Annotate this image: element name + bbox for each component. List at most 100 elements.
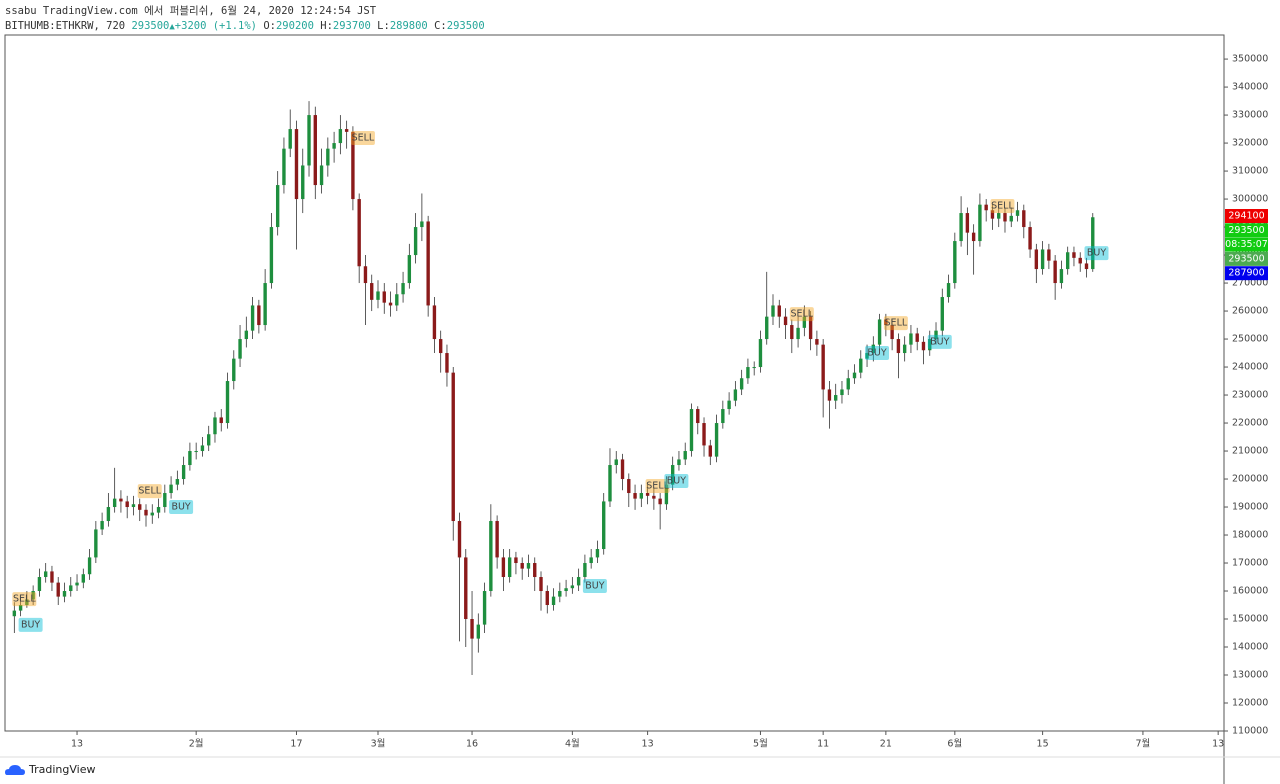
candle-body (232, 358, 236, 382)
candle-body (1015, 210, 1020, 216)
candle-body (1072, 252, 1076, 258)
candle-body (576, 577, 581, 586)
candle-body (815, 339, 819, 345)
y-tick-label: 110000 (1232, 726, 1268, 737)
y-tick-label: 150000 (1232, 614, 1268, 625)
candle-body (545, 591, 549, 606)
signal-badge (18, 617, 43, 632)
candle-body (702, 423, 706, 446)
candle-body (426, 221, 430, 306)
candle-body (438, 339, 443, 354)
candle-body (75, 582, 79, 586)
candle-body (1065, 252, 1070, 270)
candle-body (953, 241, 957, 284)
candle-body (1059, 269, 1064, 284)
candle-body (840, 389, 844, 396)
x-tick-label: 2월 (189, 738, 204, 750)
candle-body (87, 557, 92, 575)
candle-body (476, 624, 481, 639)
candle-body (294, 129, 299, 200)
candle-body (382, 291, 386, 303)
x-tick-label: 11 (817, 739, 829, 750)
candle-body (395, 294, 399, 306)
candle-body (482, 591, 487, 625)
x-tick-label: 15 (1037, 739, 1049, 750)
candle-body (1028, 227, 1032, 250)
candle-body (37, 577, 42, 592)
candle-body (150, 512, 154, 516)
candle-body (282, 148, 286, 186)
candle-body (758, 339, 763, 368)
candle-body (928, 339, 932, 351)
candle-body (81, 574, 85, 583)
candle-body (263, 283, 267, 326)
candle-body (470, 619, 474, 639)
candle-body (921, 341, 926, 351)
candle-body (94, 529, 98, 558)
y-tick-label: 200000 (1232, 474, 1268, 485)
candle-body (834, 395, 838, 401)
y-tick-label: 170000 (1232, 558, 1268, 569)
brand-logo (5, 764, 25, 775)
symbol: BITHUMB:ETHKRW, 720 (5, 20, 126, 32)
candle-body (326, 148, 330, 166)
candle-body (752, 367, 756, 369)
y-tick-label: 120000 (1232, 698, 1268, 709)
candle-body (884, 319, 888, 326)
candle-body (338, 129, 343, 144)
ohlc-label: O: (263, 20, 276, 32)
candle-body (627, 479, 631, 494)
candle-body (131, 504, 136, 508)
candle-body (589, 557, 593, 564)
signal-badge (927, 334, 952, 349)
candle-body (526, 563, 531, 569)
candle-body (570, 585, 575, 589)
candle-body (313, 115, 317, 186)
candle-body (12, 610, 17, 617)
candle-body (125, 501, 129, 508)
candle-body (859, 358, 863, 373)
candle-body (783, 316, 788, 326)
candle-body (664, 484, 669, 505)
price-tag-label: 08:35:07 (1225, 239, 1268, 250)
brand: TradingView (29, 763, 96, 776)
price-tag-label: 293500 (1228, 225, 1264, 236)
candle-body (909, 333, 913, 345)
candle-body (539, 577, 543, 592)
candle-body (602, 501, 606, 550)
candle-body (959, 213, 963, 242)
up-arrow: ▲ (169, 22, 175, 32)
signal-label: SELL (790, 309, 813, 320)
candle-body (670, 465, 675, 485)
y-tick-label: 210000 (1232, 446, 1268, 457)
x-tick-label: 7월 (1136, 738, 1151, 750)
y-tick-label: 220000 (1232, 418, 1268, 429)
candle-body (614, 459, 618, 466)
candle-body (739, 378, 744, 390)
candle-body (432, 305, 437, 340)
candle-body (445, 353, 449, 373)
y-tick-label: 250000 (1232, 334, 1268, 345)
publish-line: ssabu TradingView.com 에서 퍼블리쉬, 6월 24, 20… (5, 5, 377, 17)
candle-body (1078, 257, 1082, 264)
signal-badge (350, 131, 375, 146)
y-tick-label: 340000 (1232, 82, 1268, 93)
candle-body (639, 493, 644, 499)
candle-body (865, 353, 869, 359)
candle-body (971, 232, 976, 242)
candle-body (896, 339, 901, 354)
signal-label: BUY (1087, 248, 1106, 259)
candle-body (219, 417, 223, 424)
candle-body (765, 316, 769, 340)
candle-body (420, 221, 424, 228)
x-tick-label: 17 (290, 739, 302, 750)
candle-body (106, 507, 111, 522)
candle-body (727, 400, 731, 410)
ohlc-value: 293500 (446, 20, 485, 32)
signal-badge (664, 473, 689, 488)
y-tick-label: 310000 (1232, 166, 1268, 177)
candle-body (181, 465, 186, 480)
candle-body (495, 521, 499, 558)
signal-label: BUY (585, 580, 604, 591)
